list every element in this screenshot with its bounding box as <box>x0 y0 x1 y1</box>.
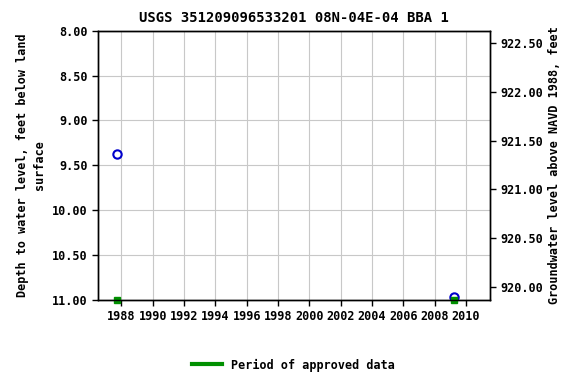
Y-axis label: Depth to water level, feet below land
surface: Depth to water level, feet below land su… <box>16 33 46 297</box>
Y-axis label: Groundwater level above NAVD 1988, feet: Groundwater level above NAVD 1988, feet <box>548 26 562 304</box>
Legend: Period of approved data: Period of approved data <box>188 354 400 376</box>
Title: USGS 351209096533201 08N-04E-04 BBA 1: USGS 351209096533201 08N-04E-04 BBA 1 <box>139 12 449 25</box>
